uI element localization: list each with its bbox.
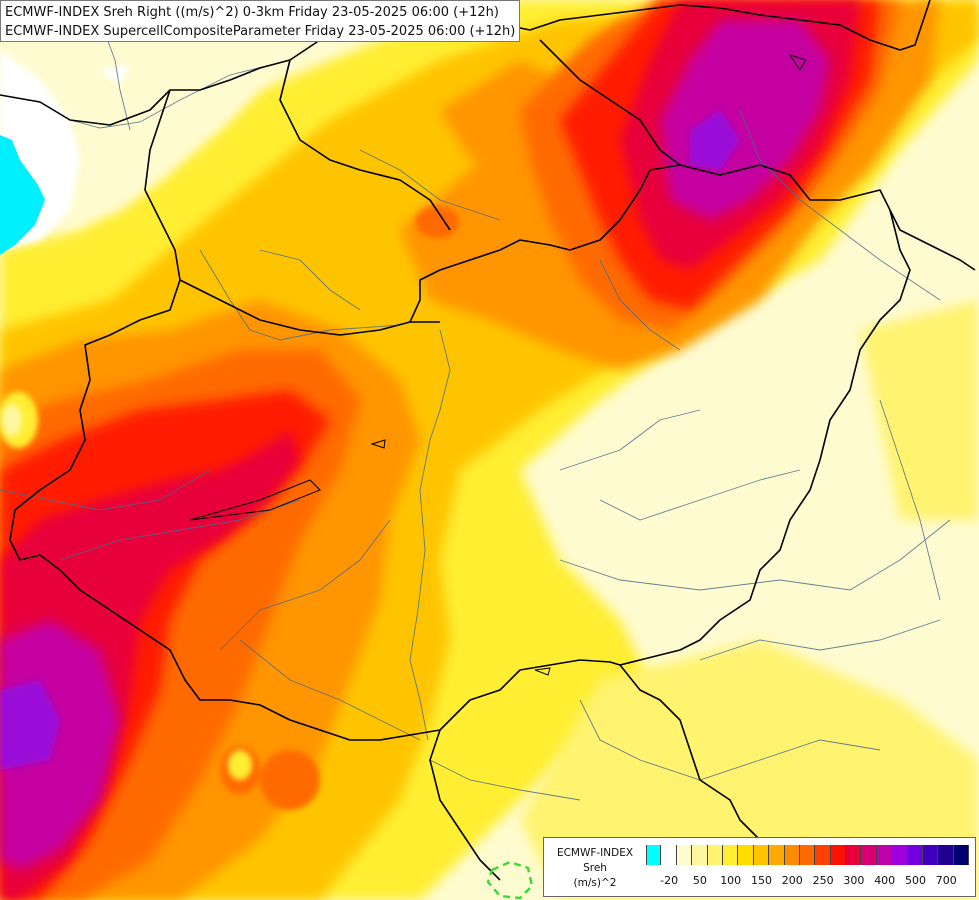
legend-tick-label: 400 xyxy=(874,874,896,887)
legend-tick-label: 50 xyxy=(692,874,707,887)
border-czech-slovakia xyxy=(279,59,451,231)
legend-unit: (m/s)^2 xyxy=(573,877,617,889)
legend-tick-label: 200 xyxy=(781,874,803,887)
legend-tick-label: 100 xyxy=(720,874,742,887)
legend-swatch xyxy=(661,845,677,865)
border-poland-slovakia xyxy=(539,39,681,166)
map-title-line-2: ECMWF-INDEX SupercellCompositeParameter … xyxy=(5,24,516,39)
legend-swatch xyxy=(892,845,908,865)
legend-name: ECMWF-INDEX Sreh (m/s)^2 xyxy=(547,846,643,891)
legend-swatch xyxy=(923,845,939,865)
legend-swatch xyxy=(676,845,693,865)
field-violet xyxy=(0,110,740,770)
legend-swatch xyxy=(646,845,662,865)
legend-swatch xyxy=(769,845,785,865)
legend-swatch xyxy=(876,845,893,865)
legend-swatch xyxy=(692,845,708,865)
legend-tick-label: 700 xyxy=(935,874,957,887)
legend-tick-label: 500 xyxy=(905,874,926,887)
legend-swatch xyxy=(846,845,862,865)
legend-tick-label: -20 xyxy=(660,874,679,887)
legend-swatch xyxy=(738,845,754,865)
legend-swatch xyxy=(938,845,954,865)
legend-swatch xyxy=(953,845,970,865)
border-west xyxy=(9,89,441,741)
rivers xyxy=(0,19,951,801)
legend-swatch xyxy=(861,845,877,865)
legend-swatches xyxy=(646,845,970,865)
border-austria-hungary xyxy=(179,279,440,336)
cyan-area xyxy=(0,135,45,255)
legend-tick-label: 250 xyxy=(812,874,834,887)
legend-swatch xyxy=(753,845,770,865)
legend-tick-label: 150 xyxy=(751,874,772,887)
color-legend: ECMWF-INDEX Sreh (m/s)^2 -20 50 100 150 200 2… xyxy=(543,837,976,897)
border-hungary-serbia-croatia xyxy=(439,659,761,841)
legend-swatch xyxy=(799,845,816,865)
legend-model: ECMWF-INDEX xyxy=(556,847,634,859)
map-title-box: ECMWF-INDEX Sreh Right ((m/s)^2) 0-3km F… xyxy=(0,0,520,42)
legend-swatch xyxy=(815,845,831,865)
legend-swatch xyxy=(784,845,800,865)
legend-variable: Sreh xyxy=(583,862,607,874)
border-croatia-south xyxy=(429,729,501,881)
legend-swatch xyxy=(707,845,723,865)
legend-swatch xyxy=(907,845,924,865)
legend-ticks: -20 50 100 150 200 250 300 400 500 700 xyxy=(646,874,971,890)
country-borders xyxy=(0,0,976,881)
scp-contour xyxy=(486,860,534,900)
legend-swatch xyxy=(830,845,847,865)
legend-tick-label: 300 xyxy=(843,874,865,887)
border-hungary-romania xyxy=(619,209,911,666)
map-title-line-1: ECMWF-INDEX Sreh Right ((m/s)^2) 0-3km F… xyxy=(5,5,499,20)
legend-swatch xyxy=(722,845,739,865)
